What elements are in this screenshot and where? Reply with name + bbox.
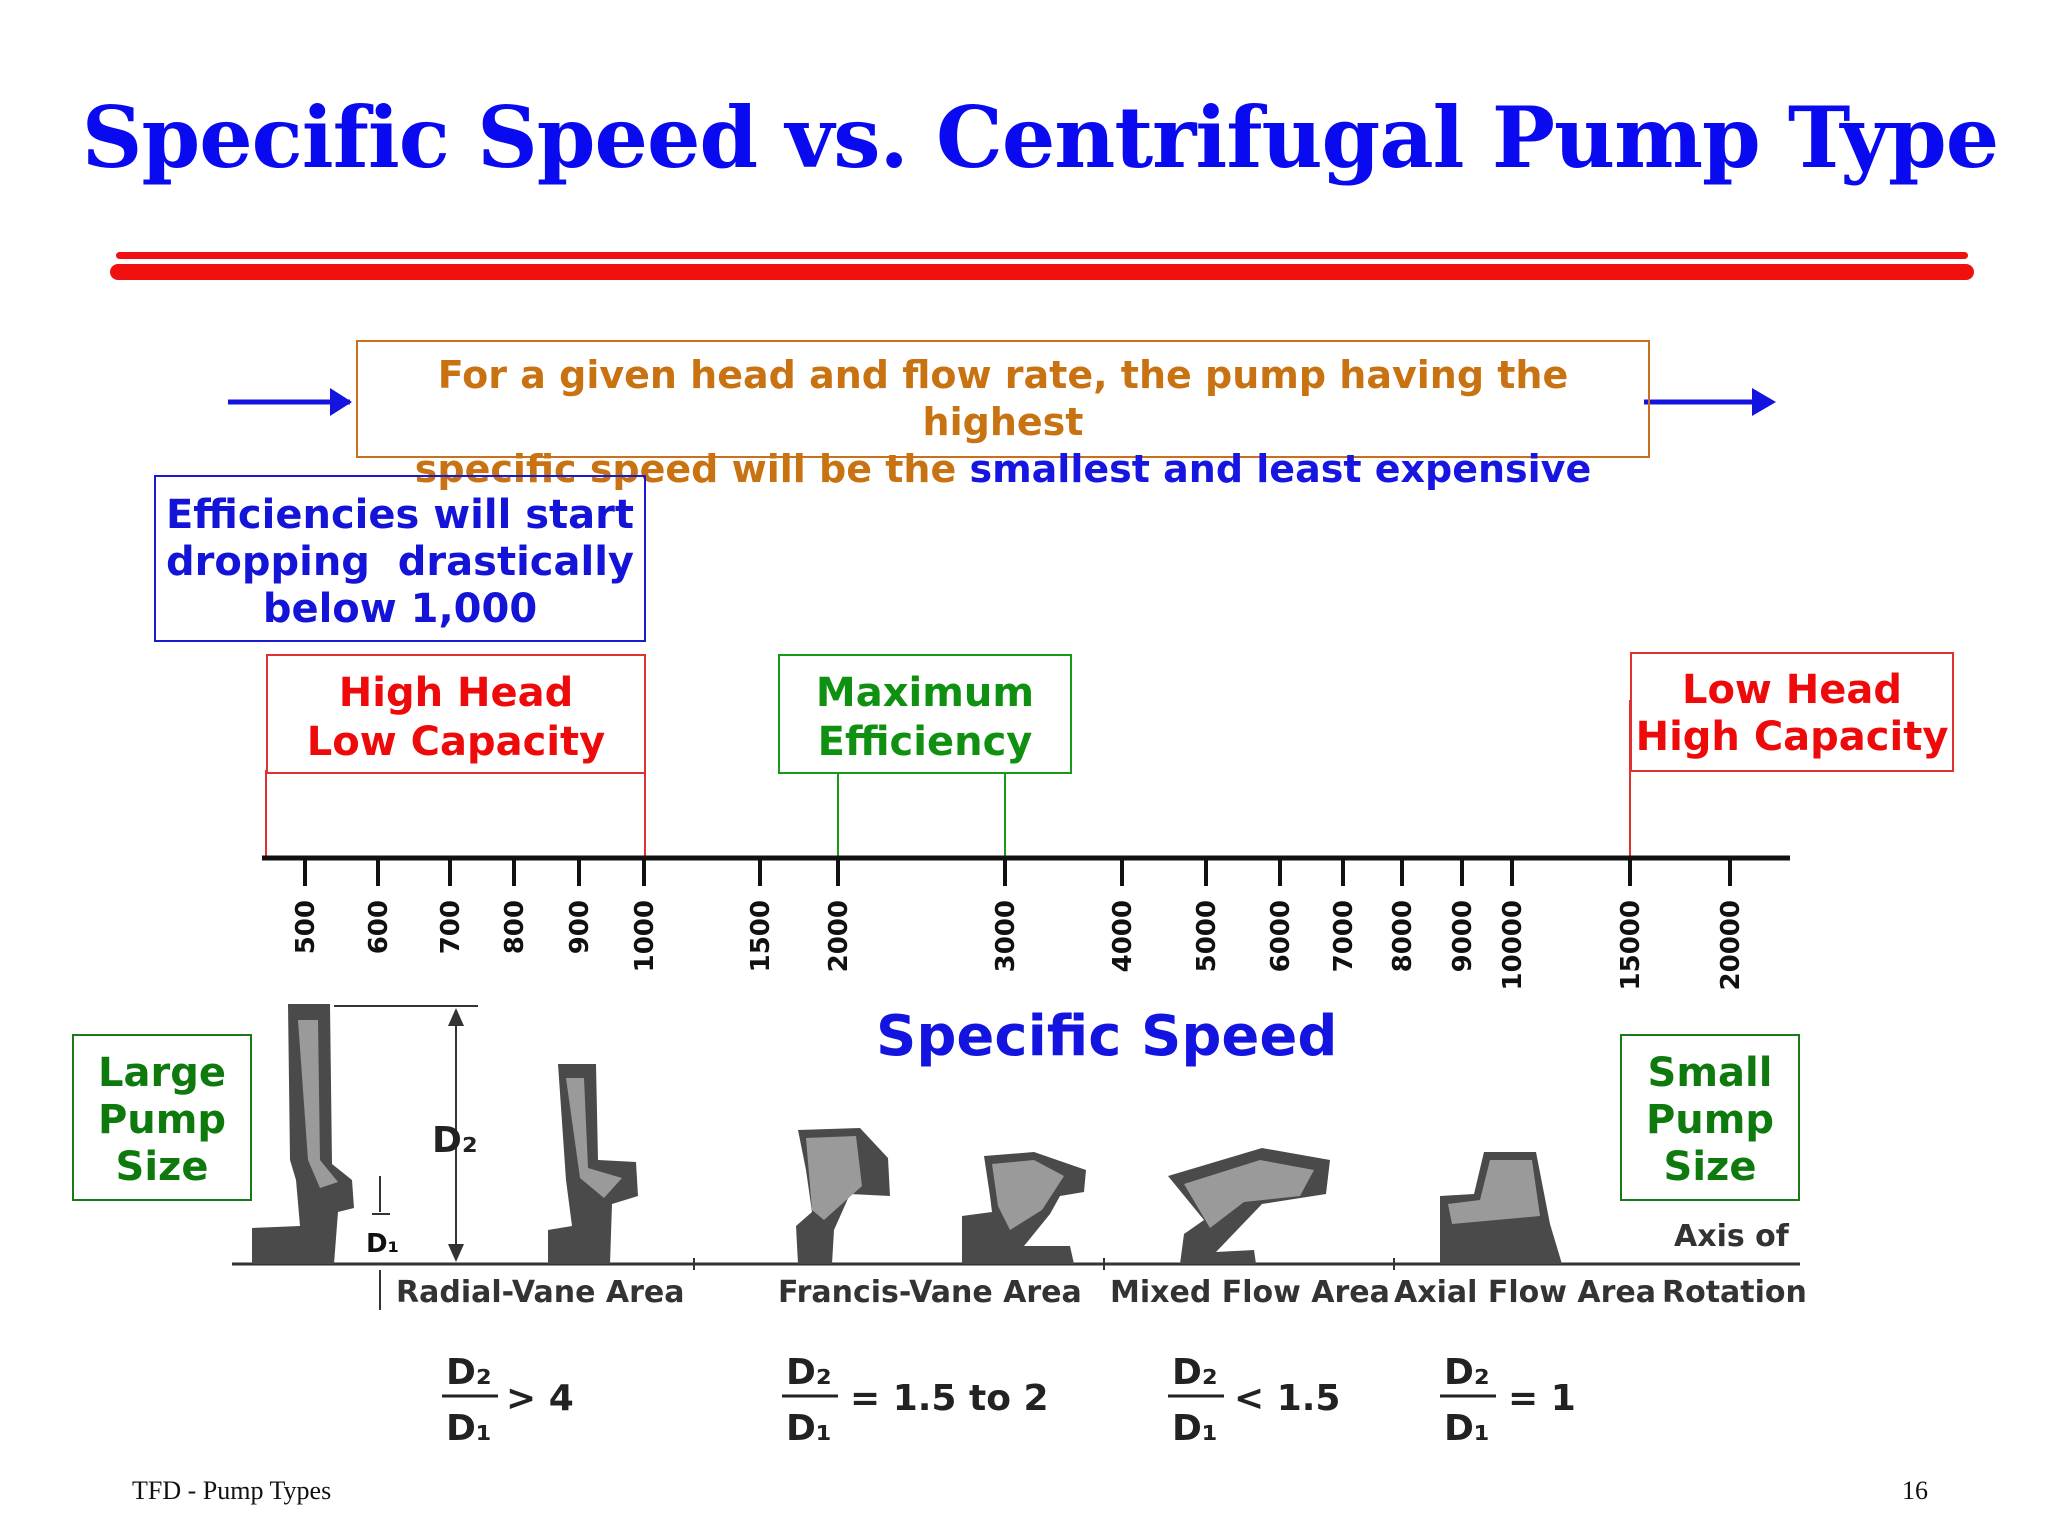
axis-tick-label: 3000 (991, 900, 1021, 972)
area-label-axial: Axial Flow Area (1394, 1275, 1656, 1310)
large-pump-line-2: Pump (97, 1097, 227, 1143)
low-head-line-1: Low Head (1681, 667, 1903, 713)
low-head-line-2: High Capacity (1635, 714, 1949, 760)
axis-tick-label: 6000 (1266, 900, 1296, 972)
ratio-mixed-den: D₁ (1172, 1408, 1218, 1449)
axis-tick-label: 10000 (1498, 900, 1528, 990)
area-label-mixed: Mixed Flow Area (1110, 1275, 1390, 1310)
francis-impeller-2-vane (992, 1160, 1064, 1230)
axis-tick-label: 1000 (630, 900, 660, 972)
ratio-francis: D₂ D₁ = 1.5 to 2 (782, 1352, 1049, 1449)
axis-tick-label: 500 (291, 900, 321, 954)
right-arrow-head (1752, 388, 1776, 416)
small-pump-size-box: Small Pump Size (1620, 1034, 1800, 1201)
large-pump-size-box: Large Pump Size (72, 1034, 252, 1201)
d2-label: D₂ (432, 1120, 478, 1161)
message-line-1: For a given head and flow rate, the pump… (437, 353, 1569, 444)
efficiency-note-line-1: Efficiencies will start (165, 492, 635, 538)
axis-of-rotation-label-1: Axis of (1674, 1219, 1790, 1254)
footer-title: TFD - Pump Types (132, 1476, 332, 1505)
message-highlight: smallest and least expensive (969, 447, 1592, 491)
d2-arrow-bottom (448, 1244, 464, 1262)
axis-tick-label: 20000 (1716, 900, 1746, 990)
maximum-efficiency-box: Maximum Efficiency (778, 654, 1072, 774)
ratio-radial: D₂ D₁ > 4 (442, 1352, 574, 1449)
axis-tick-label: 8000 (1388, 900, 1418, 972)
mixed-flow-impeller-vane (1184, 1160, 1314, 1228)
d1-label: D₁ (366, 1229, 399, 1259)
small-pump-line-2: Pump (1645, 1097, 1775, 1143)
axis-tick-label: 5000 (1192, 900, 1222, 972)
radial-impeller-large-vane (298, 1020, 338, 1188)
message-box: For a given head and flow rate, the pump… (356, 340, 1650, 491)
axis-of-rotation-label-2: Rotation (1662, 1275, 1807, 1310)
axis-tick-label: 2000 (824, 900, 854, 972)
low-head-box: Low Head High Capacity (1630, 652, 1954, 772)
axis-tick-label: 9000 (1448, 900, 1478, 972)
high-head-box: High Head Low Capacity (266, 654, 646, 774)
small-pump-line-3: Size (1663, 1144, 1757, 1190)
title-rule-thin (116, 252, 1968, 259)
ratio-radial-den: D₁ (446, 1408, 492, 1449)
axis-tick-label: 15000 (1616, 900, 1646, 990)
axis-tick-label: 900 (565, 900, 595, 954)
ratio-francis-num: D₂ (786, 1352, 832, 1393)
max-efficiency-line-1: Maximum (815, 670, 1035, 716)
axial-flow-impeller-vane (1448, 1160, 1540, 1224)
ratio-axial-rel: = 1 (1508, 1378, 1576, 1419)
large-pump-line-3: Size (115, 1144, 209, 1190)
page-title: Specific Speed vs. Centrifugal Pump Type (81, 88, 1999, 187)
axis-tick-label: 1500 (746, 900, 776, 972)
radial-impeller-small-vane (566, 1078, 622, 1198)
high-head-line-1: High Head (338, 670, 574, 716)
ratio-axial-num: D₂ (1444, 1352, 1490, 1393)
left-arrow-head (330, 388, 352, 416)
efficiency-note-line-2: dropping drastically (166, 539, 634, 585)
impeller-drawings: D₂ D₁ (232, 1004, 1800, 1310)
high-head-bracket (265, 770, 646, 856)
message-line-2: specific speed will be the smallest and … (358, 446, 1648, 493)
d2-arrow-top (448, 1008, 464, 1026)
efficiency-note-box: Efficiencies will start dropping drastic… (154, 475, 646, 642)
efficiency-note-line-3: below 1,000 (262, 586, 538, 632)
axis-tick-label: 7000 (1329, 900, 1359, 972)
message-line-2-prefix: specific speed will be the (414, 447, 970, 491)
axis-ticks: 500 600 700 800 900 1000 1500 2000 3000 4000 5000 6… (291, 858, 1746, 990)
ratio-mixed-rel: < 1.5 (1234, 1378, 1340, 1419)
ratio-mixed-num: D₂ (1172, 1352, 1218, 1393)
high-head-line-2: Low Capacity (306, 719, 606, 765)
axis-tick-label: 700 (436, 900, 466, 954)
small-pump-line-1: Small (1647, 1050, 1773, 1096)
ratio-axial-den: D₁ (1444, 1408, 1490, 1449)
ratio-francis-den: D₁ (786, 1408, 832, 1449)
radial-impeller-large (252, 1004, 354, 1264)
specific-speed-label: Specific Speed (876, 1004, 1338, 1069)
axis-tick-label: 600 (364, 900, 394, 954)
axis-tick-label: 4000 (1108, 900, 1138, 972)
ratio-radial-rel: > 4 (506, 1378, 574, 1419)
large-pump-line-1: Large (98, 1050, 226, 1096)
axis-tick-label: 800 (500, 900, 530, 954)
max-efficiency-bracket (837, 772, 1006, 856)
max-efficiency-line-2: Efficiency (817, 719, 1033, 765)
francis-impeller-1-vane (806, 1136, 862, 1220)
title-rule-thick (110, 264, 1974, 280)
radial-impeller-small (548, 1064, 638, 1264)
ratio-mixed: D₂ D₁ < 1.5 (1168, 1352, 1340, 1449)
area-label-francis: Francis-Vane Area (778, 1275, 1082, 1310)
area-label-radial: Radial-Vane Area (396, 1275, 684, 1310)
page-number: 16 (1902, 1476, 1928, 1505)
ratio-axial: D₂ D₁ = 1 (1440, 1352, 1576, 1449)
ratio-radial-num: D₂ (446, 1352, 492, 1393)
ratio-francis-rel: = 1.5 to 2 (850, 1378, 1049, 1419)
